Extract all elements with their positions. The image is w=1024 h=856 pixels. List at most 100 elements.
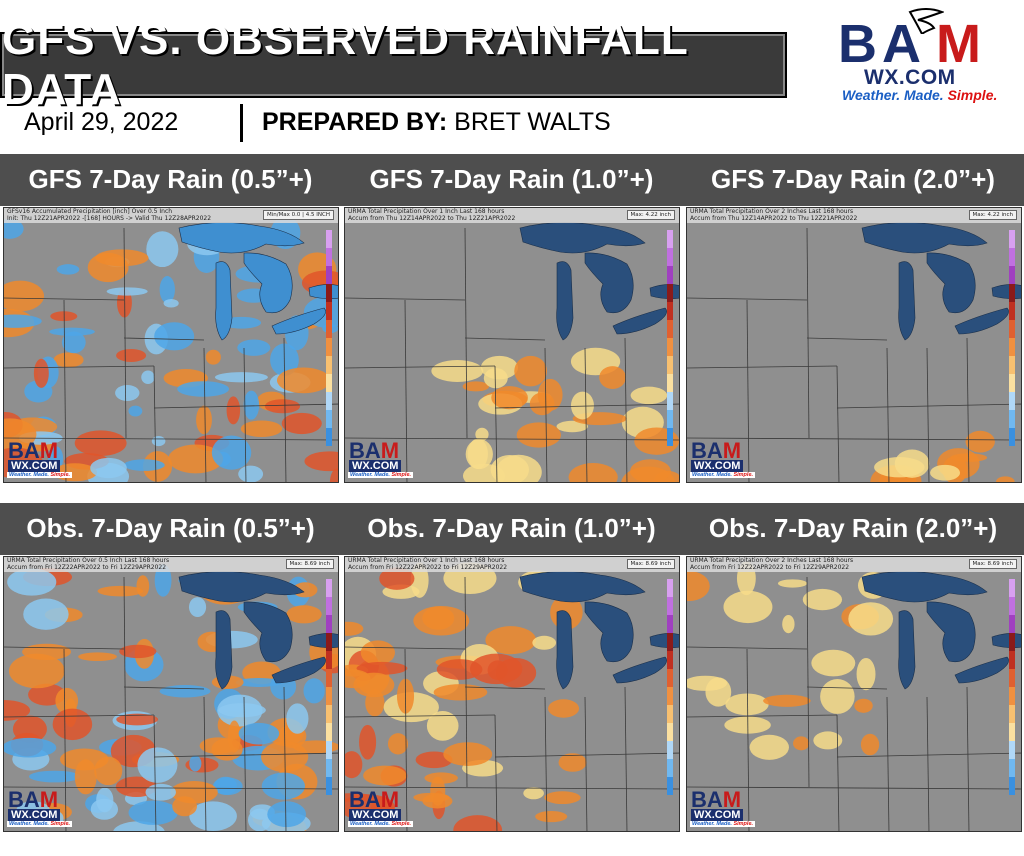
max-value-box: Max: 4.22 inch	[626, 210, 675, 220]
rain-blob	[286, 703, 309, 734]
state-border	[4, 365, 155, 369]
mini-logo-b: B	[349, 787, 365, 812]
state-border	[687, 786, 1021, 790]
map-panel-obs10: URMA Total Precipitation Over 1 Inch Las…	[344, 556, 680, 832]
rain-blob	[237, 339, 271, 356]
rain-blob	[4, 737, 57, 758]
panel-label-gfs-10: GFS 7-Day Rain (1.0”+)	[369, 164, 654, 194]
rain-blob	[329, 468, 338, 482]
rain-blob	[128, 800, 178, 825]
rain-blob	[965, 430, 995, 453]
mini-logo-wx: WX.COM	[8, 809, 61, 821]
mini-logo-a: A	[23, 438, 40, 463]
state-border	[123, 576, 127, 788]
rain-blob	[8, 653, 65, 689]
color-scale-swatch	[326, 669, 332, 687]
color-scale-swatch	[1009, 356, 1015, 374]
rain-blob	[782, 615, 795, 634]
color-scale-swatch	[326, 320, 332, 338]
color-scale-swatch	[1009, 230, 1015, 248]
rain-blob	[205, 349, 221, 365]
color-scale-swatch	[1009, 741, 1015, 759]
state-border	[806, 337, 888, 341]
state-border	[966, 337, 970, 482]
rain-blob	[413, 606, 470, 636]
color-scale-swatch	[326, 428, 332, 446]
rain-blob	[94, 756, 123, 786]
color-scale-swatch	[1009, 705, 1015, 723]
rainfall-map	[687, 208, 1021, 482]
rain-blob	[267, 801, 306, 828]
color-scale-swatch	[667, 651, 673, 669]
great-lake	[861, 571, 988, 603]
state-border	[464, 686, 546, 690]
state-border	[203, 696, 207, 831]
color-scale-swatch	[667, 320, 673, 338]
rain-blob	[276, 367, 331, 394]
color-scale-swatch	[326, 230, 332, 248]
mini-bam-wordmark: BAM	[349, 440, 399, 462]
state-border	[404, 648, 408, 831]
rain-blob	[422, 793, 453, 809]
mini-logo-tagline: Weather. Made. Simple.	[348, 472, 414, 478]
rain-blob	[261, 772, 306, 800]
color-scale-swatch	[326, 615, 332, 633]
rain-blob	[848, 602, 894, 636]
color-scale-swatch	[667, 356, 673, 374]
color-scale-swatch	[326, 687, 332, 705]
rain-blob	[356, 661, 408, 675]
great-lake	[215, 261, 233, 341]
rain-blob	[238, 465, 264, 482]
great-lake	[271, 656, 326, 684]
state-border	[836, 365, 840, 482]
state-border	[584, 347, 588, 482]
rain-blob	[777, 579, 808, 588]
great-lake	[519, 571, 646, 603]
color-scale-swatch	[667, 374, 673, 392]
mini-logo-m: M	[39, 787, 59, 812]
rain-blob	[359, 724, 377, 760]
map-panel-obs05: URMA Total Precipitation Over 0.5 Inch L…	[3, 556, 339, 832]
state-border	[544, 347, 548, 482]
rain-blob	[485, 626, 537, 655]
great-lake	[898, 610, 916, 690]
color-scale-swatch	[667, 723, 673, 741]
panel-label-obs-10: Obs. 7-Day Rain (1.0”+)	[367, 513, 656, 543]
map-header: URMA Total Precipitation Over 1 Inch Las…	[345, 557, 679, 572]
mini-logo-tagline: Weather. Made. Simple.	[7, 821, 73, 827]
color-scale-swatch	[667, 759, 673, 777]
logo-tagline: Weather. Made. Simple.	[842, 87, 997, 103]
state-border	[687, 365, 838, 369]
rainfall-map	[345, 208, 679, 482]
state-border	[624, 686, 628, 831]
map-header-subtitle: Init: Thu 12Z21APR2022 -[168] HOURS -> V…	[7, 214, 212, 222]
great-lake	[556, 610, 574, 690]
state-border	[494, 714, 498, 831]
color-scale-swatch	[326, 392, 332, 410]
state-border	[283, 686, 287, 831]
state-border	[544, 696, 548, 831]
rain-blob	[930, 464, 961, 481]
state-border	[63, 648, 67, 831]
color-scale-swatch	[1009, 266, 1015, 284]
color-scale-swatch	[326, 759, 332, 777]
tag-made: Made.	[904, 87, 944, 103]
rain-blob	[426, 710, 459, 741]
rain-blob	[154, 322, 195, 351]
color-scale-swatch	[667, 597, 673, 615]
rain-blob	[214, 776, 237, 795]
state-border	[4, 297, 125, 301]
state-border	[123, 337, 205, 341]
mini-bam-wordmark: BAM	[349, 789, 399, 811]
mini-logo-m: M	[722, 438, 742, 463]
rain-blob	[854, 698, 873, 713]
date-row: April 29, 2022 PREPARED BY: BRET WALTS	[0, 100, 787, 146]
rain-blob	[264, 399, 301, 414]
rain-blob	[4, 699, 31, 721]
state-border	[886, 347, 890, 482]
map-header-title: URMA Total Precipitation Over 1 Inch Las…	[348, 208, 505, 215]
color-scale-swatch	[667, 687, 673, 705]
mini-logo-m: M	[380, 438, 400, 463]
mini-bamwx-logo: BAM WX.COM Weather. Made. Simple.	[347, 789, 414, 829]
logo-letter-m: M	[936, 14, 981, 74]
